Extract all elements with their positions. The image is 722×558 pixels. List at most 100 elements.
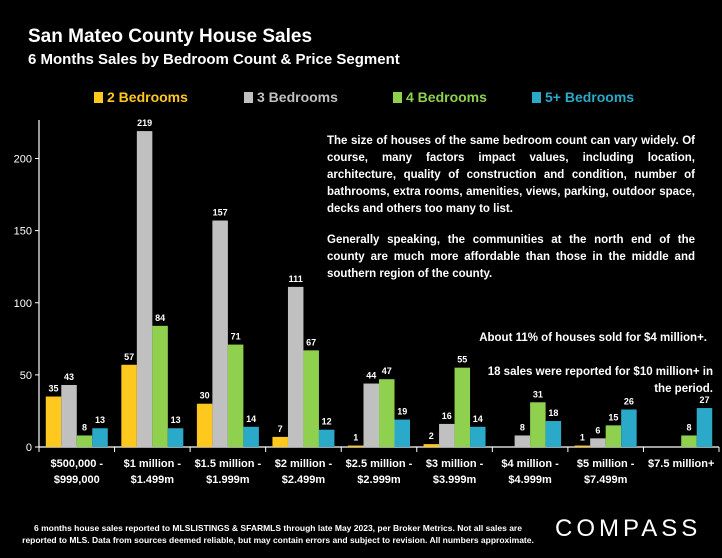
bar-2-bedrooms [196,403,213,447]
chart-subtitle: 6 Months Sales by Bedroom Count & Price … [28,51,400,68]
data-label: 71 [231,332,241,342]
bar-5-bedrooms [167,428,184,447]
annotation-paragraph-2: Generally speaking, the communities at t… [327,234,695,280]
data-label: 111 [289,274,303,284]
x-category-label: $7.499m [584,474,628,486]
x-category-label: $3 million - [426,458,484,470]
data-label: 2 [429,431,434,441]
bar-5-bedrooms [243,426,259,447]
x-category-label: $5 million - [577,458,635,470]
data-label: 12 [322,417,332,427]
bar-3-bedrooms [61,384,77,447]
x-category-label: $1.499m [131,474,175,486]
legend-label: 4 Bedrooms [406,89,487,105]
x-category-label: $1 million - [124,458,182,470]
x-category-label: $4 million - [501,458,559,470]
data-label: 47 [382,366,392,376]
annotation-eleven-percent: About 11% of houses sold for $4 million+… [479,332,707,344]
legend-item: 3 Bedrooms [244,89,338,105]
footnote-line-2: reported to MLS. Data from sources deeme… [22,535,534,545]
data-label: 19 [397,407,407,417]
legend-swatch [393,91,402,103]
x-category-label: $2.999m [357,474,401,486]
bar-4-bedrooms [681,435,697,447]
data-label: 84 [155,313,165,323]
data-label: 57 [124,352,134,362]
x-category-label: $2.499m [282,474,326,486]
legend-label: 2 Bedrooms [107,89,188,105]
y-tick-label: 150 [14,226,32,238]
data-label: 8 [82,422,87,432]
legend-item: 5+ Bedrooms [532,89,634,105]
bar-3-bedrooms [287,286,304,447]
x-category-label: $1.999m [206,474,250,486]
data-label: 1 [580,433,585,443]
bar-4-bedrooms [454,367,471,447]
legend: 2 Bedrooms 3 Bedrooms 4 Bedrooms 5+ Bedroom… [0,89,722,107]
chart-title: San Mateo County House Sales [28,26,313,47]
bar-5-bedrooms [696,408,713,447]
bar-5-bedrooms [621,409,637,447]
data-label: 8 [686,422,691,432]
data-label: 13 [95,415,105,425]
bar-3-bedrooms [514,435,531,447]
x-category-label: $2.5 million - [346,458,413,470]
bar-2-bedrooms [45,396,62,447]
compass-logo: COMPASS [555,515,702,542]
bar-5-bedrooms [545,421,562,447]
x-category-label: $2 million - [275,458,333,470]
bar-3-bedrooms [212,220,228,447]
data-label: 18 [548,408,558,418]
bar-4-bedrooms [227,344,244,447]
x-category-label: $7.5 million+ [648,458,714,470]
legend-item: 4 Bedrooms [393,89,487,105]
data-label: 13 [171,415,181,425]
annotation-ten-million: 18 sales were reported for $10 million+ … [487,366,713,395]
annotation-text-block: The size of houses of the same bedroom c… [327,133,695,297]
data-label: 35 [49,384,59,394]
bar-4-bedrooms [76,435,93,447]
data-label: 44 [366,371,376,381]
bar-3-bedrooms [439,423,455,447]
data-label: 157 [213,208,228,218]
bar-3-bedrooms [136,131,153,447]
data-label: 7 [278,424,283,434]
bar-3-bedrooms [590,438,606,447]
bar-2-bedrooms [272,436,288,447]
bar-4-bedrooms [152,325,168,447]
bar-5-bedrooms [470,426,486,447]
y-tick-label: 50 [20,370,32,382]
x-category-label: $999,000 [54,474,100,486]
x-category-label: $1.5 million - [195,458,262,470]
data-label: 27 [699,395,709,405]
data-label: 14 [246,414,256,424]
x-category-label: $4.999m [508,474,552,486]
data-label: 6 [595,425,600,435]
x-category-label: $3.999m [433,474,477,486]
bar-4-bedrooms [379,379,395,447]
bar-2-bedrooms [121,364,137,447]
legend-swatch [244,91,253,103]
data-label: 30 [200,391,210,401]
bar-3-bedrooms [363,383,379,447]
bar-4-bedrooms [605,425,622,447]
bar-5-bedrooms [92,428,108,447]
data-label: 219 [137,118,152,128]
bar-2-bedrooms [574,445,591,447]
legend-swatch [532,91,541,103]
legend-item: 2 Bedrooms [94,89,188,105]
legend-label: 3 Bedrooms [257,89,338,105]
data-label: 14 [473,414,483,424]
bar-2-bedrooms [348,445,364,447]
data-label: 15 [608,412,618,422]
data-label: 26 [624,396,634,406]
data-label: 8 [520,422,525,432]
data-label: 16 [442,411,452,421]
data-label: 1 [353,433,358,443]
footnote-line-1: 6 months house sales reported to MLSLIST… [34,523,522,533]
bar-5-bedrooms [394,419,410,447]
y-tick-label: 100 [14,298,32,310]
annotation-paragraph-1: The size of houses of the same bedroom c… [327,135,695,215]
